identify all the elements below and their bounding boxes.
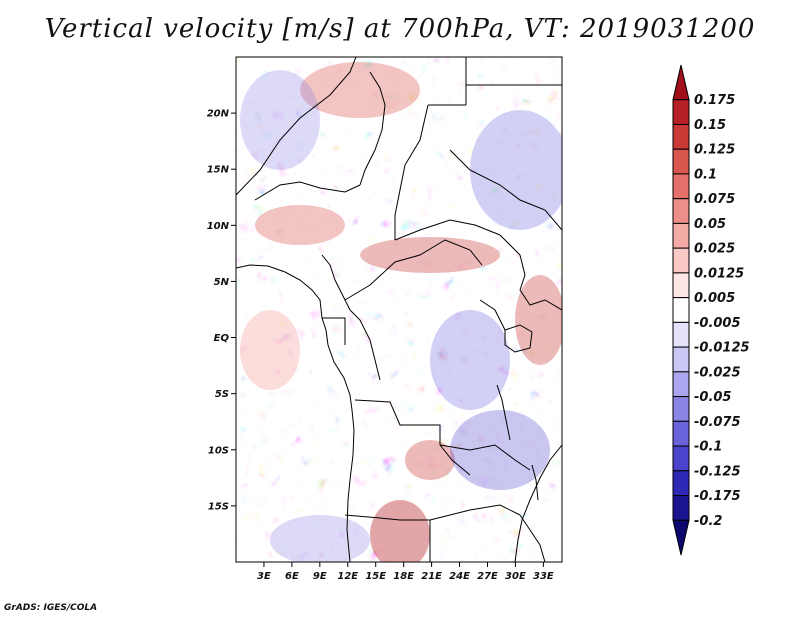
colorbar-swatch [672,123,690,150]
colorbar-swatch [672,173,690,200]
colorbar-label: -0.2 [694,514,722,529]
colorbar-label: -0.05 [694,390,731,405]
coastline-west [236,264,355,562]
lon-tick-label: 6E [285,571,299,582]
border-drc-angola [354,399,471,476]
border-nigeria-cameroon [321,254,351,311]
border-zambia [439,444,531,471]
border-drc-east [479,299,506,331]
border-algeria-niger [236,57,357,196]
colorbar-swatch [672,396,690,422]
lon-tick-label: 30E [505,571,526,582]
colorbar-label: 0.15 [694,118,726,133]
colorbar-swatch [672,198,690,224]
colorbar-swatch [672,346,690,373]
lake-tanganyika [496,384,511,441]
colorbar-swatch [672,222,690,249]
colorbar-label: 0.0125 [694,266,744,281]
colorbar-swatch [672,495,690,521]
border-congo-drc [349,309,381,381]
lon-tick-label: 12E [337,571,358,582]
border-car [344,239,483,301]
colorbar-swatch [672,64,690,101]
border-zambia-zimbabwe [429,504,521,521]
chart-title: Vertical velocity [m/s] at 700hPa, VT: 2… [44,14,756,44]
colorbar-label: 0.025 [694,242,735,257]
colorbar-swatch [672,519,690,556]
lon-tick-label: 21E [421,571,442,582]
colorbar-swatch [672,445,690,472]
colorbar-label: 0.1 [694,167,717,182]
colorbar-swatch [672,99,690,125]
descent-regions [240,70,562,562]
colorbar-label: 0.075 [694,192,735,207]
political-boundaries [236,57,562,562]
ascent-regions [240,62,562,562]
colorbar-swatch [672,321,690,348]
lat-tick-label: 5S [215,389,229,400]
colorbar-label: -0.125 [694,464,741,479]
border-mozambique [519,514,546,562]
colorbar-swatch [672,272,690,299]
border-sudan-southsudan [394,219,501,241]
colorbar-label: 0.005 [694,291,735,306]
lat-tick-label: 20N [207,109,230,120]
colorbar-swatch [672,247,690,274]
lon-tick-label: 15E [365,571,386,582]
lon-tick-label: 3E [257,571,271,582]
colorbar-swatch [672,297,690,323]
lat-tick-label: 10N [207,221,230,232]
colorbar-label: -0.025 [694,365,741,380]
lat-tick-label: 15S [208,501,229,512]
colorbar-label: -0.0125 [694,341,750,356]
colorbar: 0.175 0.15 0.125 0.1 0.075 0.05 0.025 0.0125 0.0… [672,64,750,556]
coastline-east [514,444,562,562]
border-niger-nigeria [254,181,361,201]
lat-tick-label: 10S [208,445,229,456]
map-frame [235,56,563,563]
colorbar-label: 0.05 [694,217,726,232]
lat-tick-label: EQ [214,333,230,344]
colorbar-label: -0.175 [694,489,741,504]
lon-tick-label: 9E [313,571,327,582]
colorbar-label: 0.125 [694,143,735,158]
colorbar-label: -0.1 [694,440,722,455]
colorbar-swatch [672,470,690,497]
border-kenya [519,289,562,311]
colorbar-label: -0.005 [694,316,741,331]
colorbar-swatch [672,148,690,175]
lon-tick-label: 24E [449,571,470,582]
colorbar-label: 0.175 [694,93,735,108]
border-angola-namibia [344,514,430,521]
lon-tick-label: 33E [533,571,554,582]
map-axes: 20N 15N 10N 5N EQ 5S 10S 15S 3E 6E 9E 12E 15E 18E 21E 2… [207,109,554,582]
border-chad-sudan [394,104,429,240]
lon-tick-label: 27E [477,571,498,582]
velocity-field [236,57,562,562]
lat-tick-label: 15N [207,165,230,176]
border-ethiopia [449,149,562,231]
colorbar-label: -0.075 [694,415,741,430]
lat-tick-label: 5N [214,277,230,288]
border-southsudan-ethiopia [499,234,526,291]
footer-credit: GrADS: IGES/COLA [4,603,98,613]
lake-victoria [504,324,533,353]
colorbar-swatch [672,420,690,447]
lake-malawi [531,464,539,501]
border-niger-chad [359,71,386,186]
lon-tick-label: 18E [393,571,414,582]
colorbar-swatch [672,371,690,398]
border-cameroon-gabon [322,317,346,345]
